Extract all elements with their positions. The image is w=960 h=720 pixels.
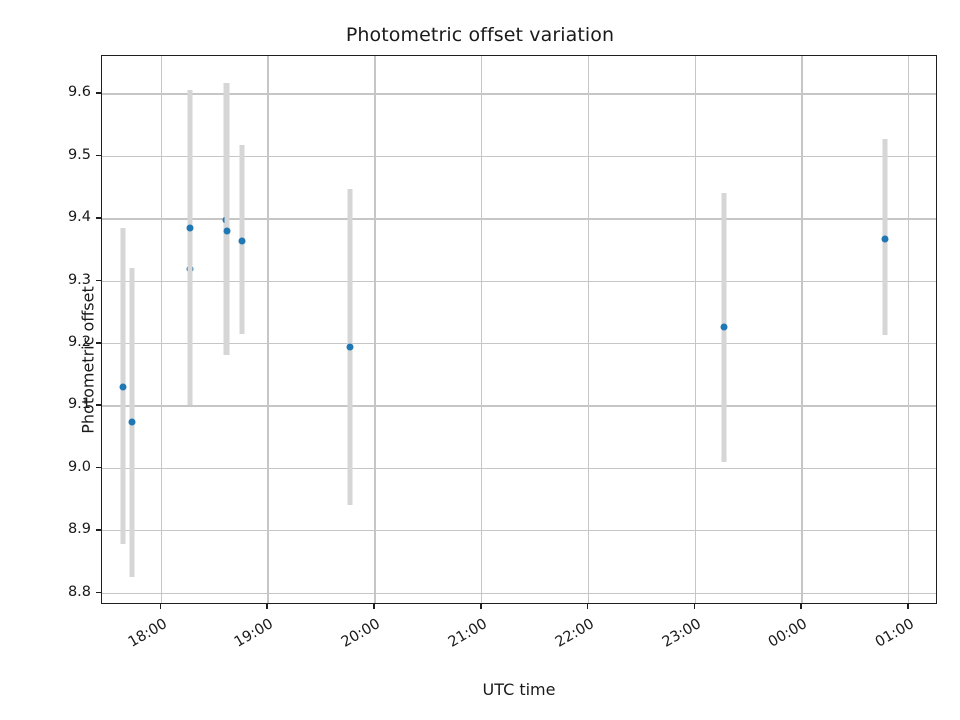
data-point[interactable]	[346, 343, 354, 351]
plot-area	[101, 55, 937, 604]
x-tick-label: 00:00	[766, 616, 811, 651]
error-bar	[187, 130, 193, 368]
gridline-horizontal	[102, 218, 936, 220]
gridline-vertical	[160, 56, 163, 603]
y-tick-mark	[96, 341, 101, 344]
x-tick-label: 01:00	[872, 616, 918, 651]
gridline-vertical	[267, 56, 269, 603]
gridline-vertical	[694, 56, 696, 603]
x-tick-label: 23:00	[659, 616, 704, 651]
gridline-vertical	[801, 56, 803, 603]
y-tick-mark	[96, 154, 101, 157]
gridline-horizontal	[102, 155, 936, 158]
chart-title: Photometric offset variation	[345, 24, 615, 46]
x-tick-mark	[373, 604, 375, 609]
x-axis-label: UTC time	[482, 680, 556, 699]
y-tick-mark	[96, 279, 101, 282]
gridline-vertical	[481, 56, 483, 603]
y-tick-label: 9.4	[67, 209, 91, 226]
x-tick-label: 22:00	[552, 616, 597, 651]
gridline-horizontal	[102, 280, 936, 282]
y-tick-mark	[96, 217, 101, 219]
y-tick-mark	[96, 92, 101, 95]
y-tick-label: 8.8	[67, 583, 91, 600]
data-point[interactable]	[720, 323, 728, 331]
data-layer	[102, 56, 936, 603]
x-tick-mark	[586, 604, 589, 609]
error-bar	[224, 82, 230, 356]
gridline-horizontal	[102, 467, 936, 470]
y-tick-label: 9.5	[67, 146, 91, 163]
data-point[interactable]	[128, 418, 136, 426]
data-point[interactable]	[881, 235, 889, 243]
data-point[interactable]	[186, 224, 194, 232]
x-tick-mark	[907, 604, 909, 609]
y-tick-label: 9.2	[67, 333, 91, 350]
x-tick-label: 18:00	[125, 616, 170, 651]
y-tick-label: 9.1	[67, 396, 91, 413]
gridline-horizontal	[102, 530, 936, 532]
gridline-vertical	[908, 56, 910, 603]
y-tick-mark	[96, 404, 101, 406]
x-tick-label: 19:00	[232, 616, 277, 651]
x-tick-mark	[159, 604, 162, 609]
gridline-vertical	[374, 56, 376, 603]
y-tick-mark	[96, 466, 101, 469]
data-point[interactable]	[238, 237, 246, 245]
y-tick-label: 9.0	[67, 458, 91, 475]
gridline-horizontal	[102, 93, 936, 95]
grid-layer	[102, 56, 936, 603]
data-point[interactable]	[119, 383, 127, 391]
data-point[interactable]	[223, 227, 231, 235]
gridline-horizontal	[102, 342, 936, 345]
y-tick-mark	[96, 591, 101, 594]
gridline-horizontal	[102, 405, 936, 407]
x-tick-label: 20:00	[339, 616, 384, 651]
x-tick-mark	[693, 604, 696, 609]
x-tick-label: 21:00	[445, 616, 491, 651]
x-tick-mark	[266, 604, 269, 609]
gridline-vertical	[587, 56, 590, 603]
y-tick-label: 9.6	[67, 84, 91, 101]
gridline-horizontal	[102, 592, 936, 594]
x-tick-mark	[800, 604, 802, 609]
y-tick-mark	[96, 529, 101, 531]
x-tick-mark	[480, 604, 482, 609]
y-tick-label: 8.9	[67, 521, 91, 538]
y-tick-label: 9.3	[67, 271, 91, 288]
